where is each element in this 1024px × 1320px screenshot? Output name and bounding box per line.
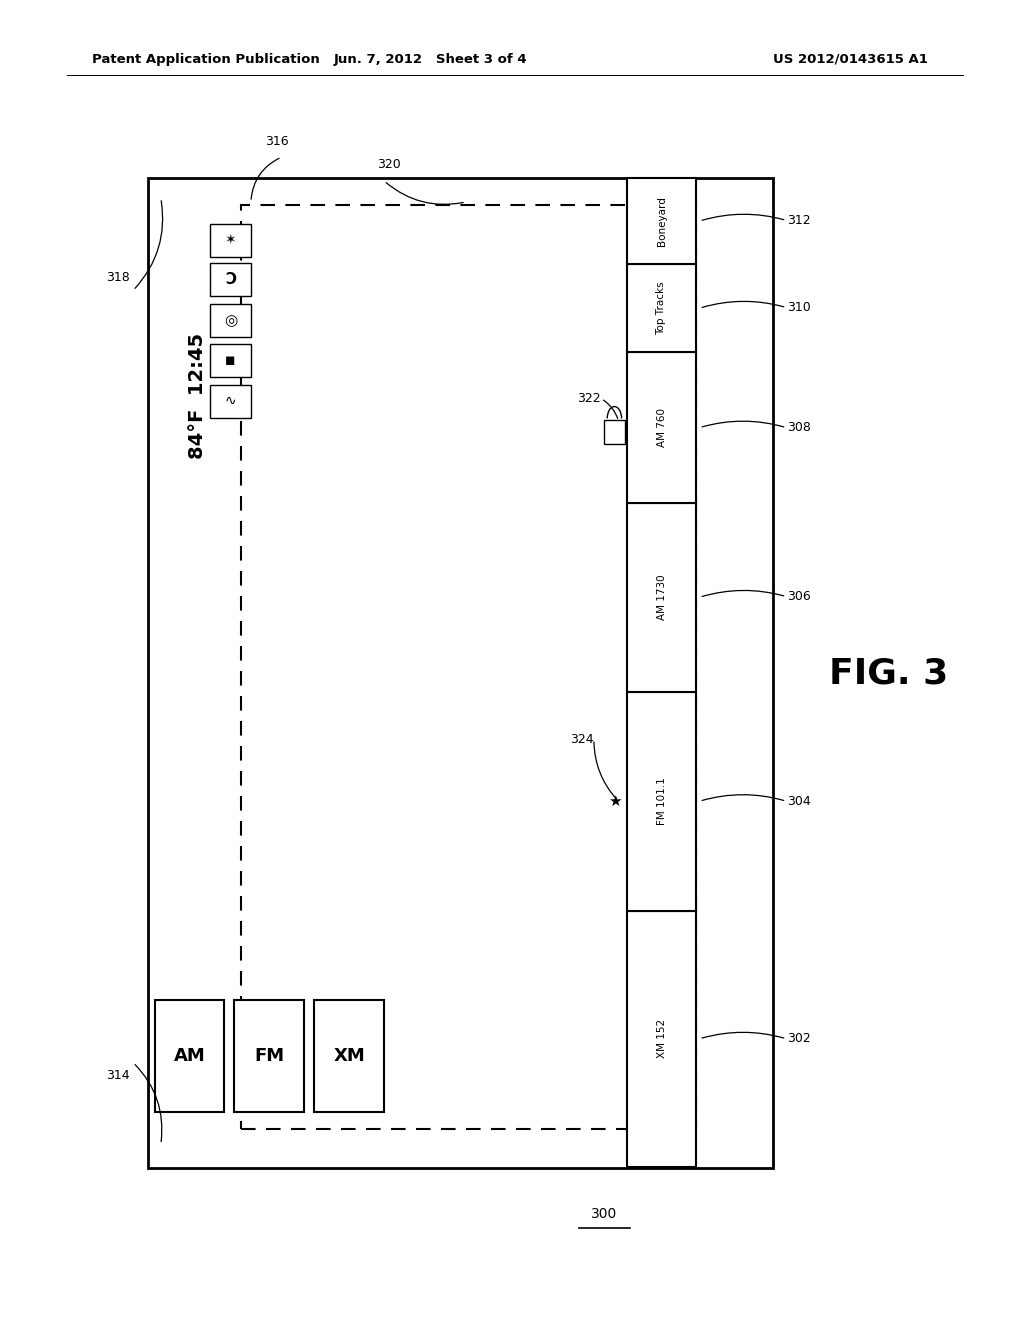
Bar xyxy=(627,264,696,352)
Bar xyxy=(148,178,773,1168)
Text: 310: 310 xyxy=(786,301,811,314)
Text: ✶: ✶ xyxy=(224,234,237,247)
Text: XM 152: XM 152 xyxy=(656,1019,667,1059)
Bar xyxy=(627,178,696,264)
Text: 314: 314 xyxy=(105,1069,130,1082)
Text: 302: 302 xyxy=(786,1032,811,1045)
Text: 304: 304 xyxy=(786,795,811,808)
Bar xyxy=(210,345,251,378)
Bar xyxy=(627,911,696,1167)
Bar xyxy=(627,352,696,503)
Bar xyxy=(241,205,696,1129)
Bar xyxy=(314,1001,384,1111)
Bar xyxy=(210,385,251,417)
Text: Ɔ: Ɔ xyxy=(225,272,236,288)
Text: 318: 318 xyxy=(105,271,130,284)
Text: 300: 300 xyxy=(591,1208,617,1221)
Text: 322: 322 xyxy=(577,392,601,405)
Text: Top Tracks: Top Tracks xyxy=(656,281,667,335)
Text: 308: 308 xyxy=(786,421,811,434)
Text: ★: ★ xyxy=(607,793,622,809)
Text: Boneyard: Boneyard xyxy=(656,197,667,246)
Text: Jun. 7, 2012   Sheet 3 of 4: Jun. 7, 2012 Sheet 3 of 4 xyxy=(333,53,527,66)
Text: 312: 312 xyxy=(786,214,811,227)
Bar xyxy=(210,263,251,296)
Text: XM: XM xyxy=(333,1047,366,1065)
Text: ◎: ◎ xyxy=(224,313,237,329)
Bar xyxy=(627,503,696,692)
Text: 320: 320 xyxy=(377,158,401,172)
Text: FM: FM xyxy=(254,1047,285,1065)
Text: FIG. 3: FIG. 3 xyxy=(829,656,948,690)
Text: 316: 316 xyxy=(264,135,289,148)
Text: AM 760: AM 760 xyxy=(656,408,667,447)
Text: 324: 324 xyxy=(569,733,594,746)
Text: AM 1730: AM 1730 xyxy=(656,574,667,620)
Text: US 2012/0143615 A1: US 2012/0143615 A1 xyxy=(773,53,928,66)
Bar xyxy=(155,1001,224,1111)
Bar xyxy=(604,420,625,444)
Text: ∿: ∿ xyxy=(224,395,237,408)
Text: Patent Application Publication: Patent Application Publication xyxy=(92,53,319,66)
Bar xyxy=(234,1001,304,1111)
Bar xyxy=(210,304,251,337)
Text: 306: 306 xyxy=(786,590,811,603)
Text: AM: AM xyxy=(173,1047,206,1065)
Text: ◼: ◼ xyxy=(225,354,236,367)
Bar xyxy=(210,223,251,256)
Text: FM 101.1: FM 101.1 xyxy=(656,777,667,825)
Bar xyxy=(627,692,696,911)
Text: 84°F  12:45: 84°F 12:45 xyxy=(188,333,207,459)
